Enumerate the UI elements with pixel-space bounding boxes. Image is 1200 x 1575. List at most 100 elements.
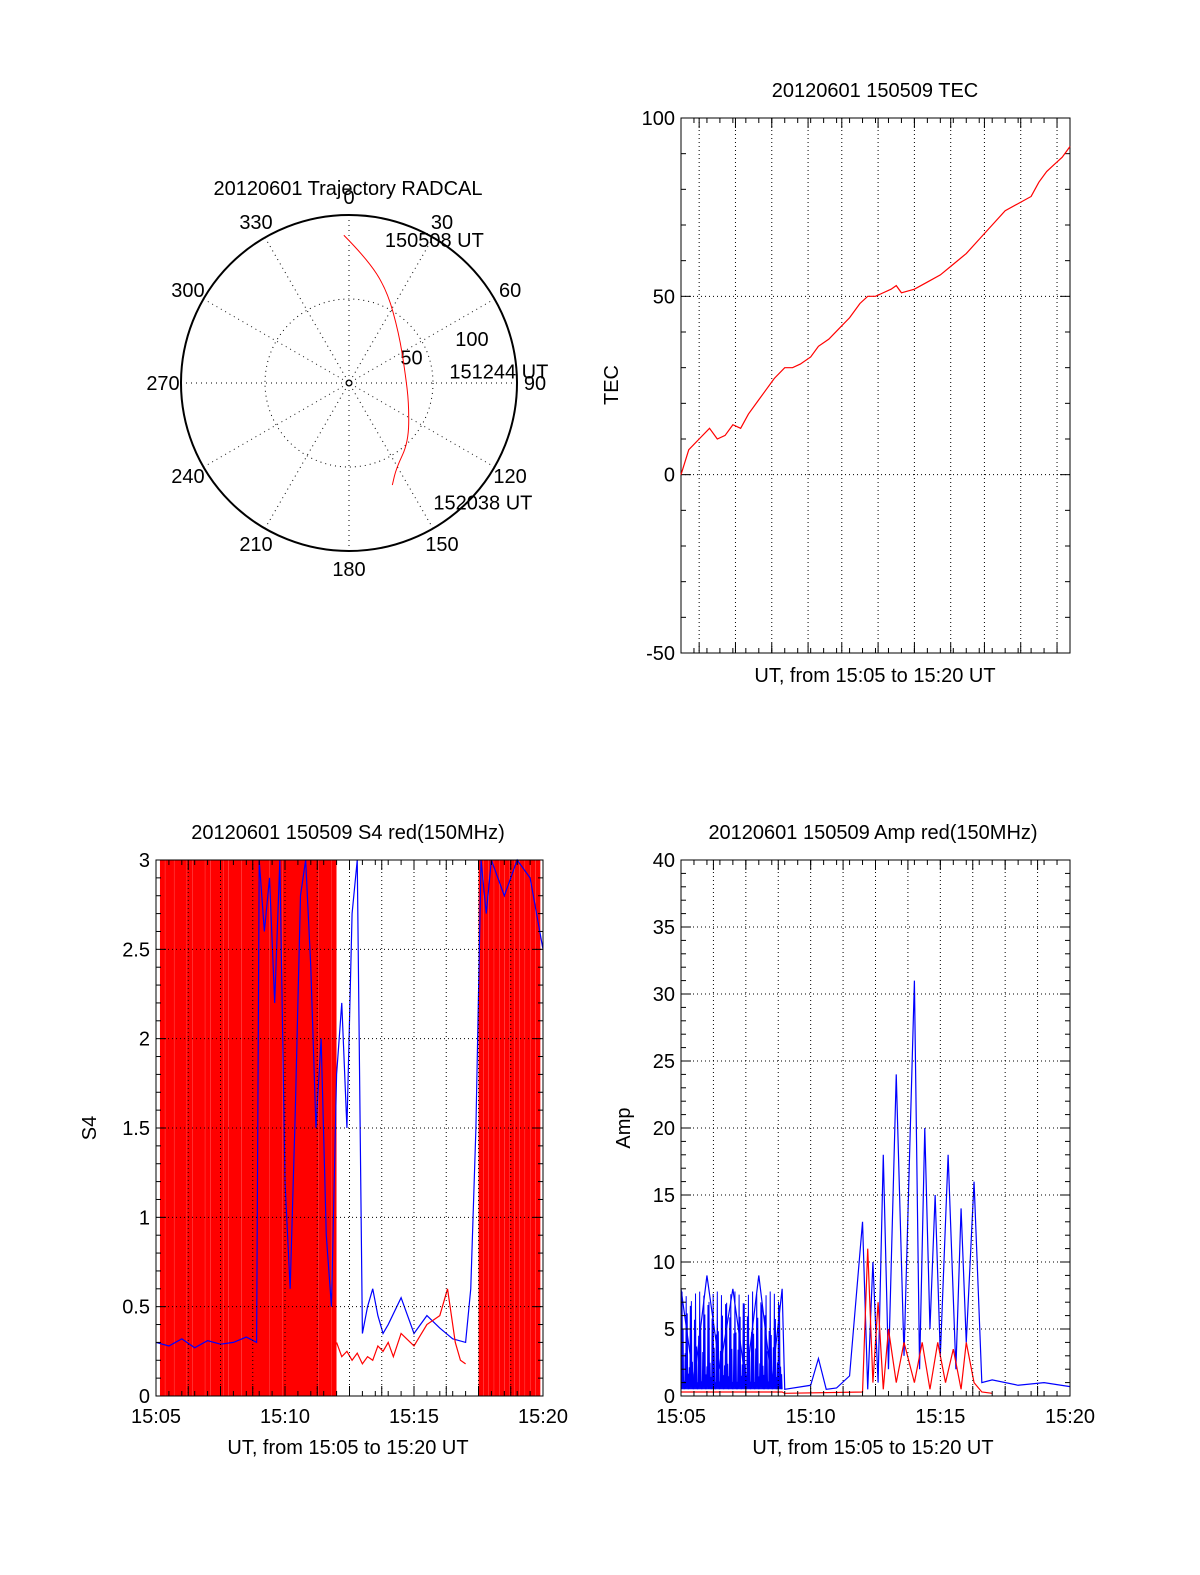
polar-angle-label: 150: [425, 534, 458, 556]
y-tick-label: 0: [664, 465, 675, 487]
amp-xlabel: UT, from 15:05 to 15:20 UT: [752, 1437, 993, 1459]
polar-radial-tick: 100: [455, 329, 488, 351]
polar-angle-label: 330: [239, 212, 272, 234]
polar-angle-label: 240: [171, 466, 204, 488]
s4-red-spike: [273, 860, 279, 1396]
y-tick-label: 40: [653, 850, 675, 872]
s4-red-spike: [252, 860, 258, 1396]
y-tick-label: 0: [664, 1386, 675, 1408]
x-tick-label: 15:15: [389, 1406, 439, 1428]
polar-angle-labels: 0 30 60 90 120 150 180 210 240 270 300 330 50 100: [146, 187, 546, 581]
amp-title: 20120601 150509 Amp red(150MHz): [708, 822, 1037, 844]
tec-line: [680, 146, 1071, 475]
s4-red-spike: [192, 860, 198, 1396]
polar-angle-label: 90: [524, 373, 546, 395]
s4-red-spike: [504, 860, 510, 1396]
y-tick-label: 3: [139, 850, 150, 872]
s4-red-spike: [187, 860, 193, 1396]
s4-red-spike: [478, 860, 484, 1396]
tec-ylabel: TEC: [601, 365, 623, 405]
amp-series: [680, 980, 1071, 1394]
s4-red-spike: [236, 860, 242, 1396]
s4-red-spike: [525, 860, 531, 1396]
s4-title: 20120601 150509 S4 red(150MHz): [191, 822, 505, 844]
y-tick-label: -50: [646, 643, 675, 665]
trajectory-polar-plot: 20120601 Trajectory RADCAL 0 30 60 90 120 150…: [146, 178, 548, 581]
polar-center: [345, 379, 353, 387]
s4-red-line: [336, 1288, 466, 1366]
y-tick-label: 35: [653, 917, 675, 939]
s4-red-spike: [248, 860, 254, 1396]
s4-red-spike: [488, 860, 494, 1396]
x-tick-label: 15:15: [915, 1406, 965, 1428]
tec-xlabel: UT, from 15:05 to 15:20 UT: [754, 665, 995, 687]
y-tick-label: 10: [653, 1252, 675, 1274]
s4-red-spike: [232, 860, 238, 1396]
s4-red-spike: [205, 860, 211, 1396]
x-tick-label: 15:20: [1045, 1406, 1095, 1428]
tec-series: [680, 146, 1071, 475]
s4-red-spike: [318, 860, 324, 1396]
s4-xlabel: UT, from 15:05 to 15:20 UT: [227, 1437, 468, 1459]
s4-red-spike: [514, 860, 520, 1396]
amp-blue-band: [680, 1291, 783, 1390]
tec-plot: 20120601 150509 TEC UT, from 15:05 to 15…: [601, 80, 1071, 687]
s4-red-spike: [165, 860, 171, 1396]
polar-angle-label: 270: [146, 373, 179, 395]
s4-red-spike: [241, 860, 247, 1396]
polar-spoke: [264, 237, 434, 529]
polar-spoke: [203, 298, 495, 468]
s4-ylabel: S4: [79, 1116, 101, 1140]
x-tick-label: 15:10: [260, 1406, 310, 1428]
x-tick-label: 15:05: [131, 1406, 181, 1428]
y-tick-label: 100: [642, 108, 675, 130]
polar-angle-label: 300: [171, 280, 204, 302]
s4-red-spike: [331, 860, 337, 1396]
s4-red-spike: [223, 860, 229, 1396]
polar-radial-tick: 50: [400, 348, 422, 370]
s4-red-spike: [264, 860, 270, 1396]
polar-grid: [180, 214, 518, 552]
y-tick-label: 5: [664, 1319, 675, 1341]
amp-plot: 20120601 150509 Amp red(150MHz) UT, from…: [613, 822, 1095, 1459]
polar-spoke: [203, 298, 495, 468]
y-tick-label: 15: [653, 1185, 675, 1207]
s4-plot: 20120601 150509 S4 red(150MHz) UT, from …: [79, 822, 568, 1459]
trajectory-annotation: 150508 UT: [385, 230, 484, 252]
amp-blue-line: [680, 980, 1071, 1390]
trajectory-annotation: 152038 UT: [433, 492, 532, 514]
y-tick-label: 1: [139, 1207, 150, 1229]
y-tick-label: 0: [139, 1386, 150, 1408]
plot-frame: [680, 117, 1071, 654]
y-tick-label: 0.5: [122, 1297, 150, 1319]
polar-angle-label: 210: [239, 534, 272, 556]
polar-angle-label: 30: [431, 212, 453, 234]
s4-red-spike: [199, 860, 205, 1396]
s4-blue-line: [155, 858, 544, 1349]
tec-axes: -50 0 50 100: [642, 108, 1071, 665]
trajectory-title: 20120601 Trajectory RADCAL: [213, 178, 482, 200]
s4-axes: 0 0.5 1 1.5 2 2.5 3 15:05 15:10 15:15 15:20: [122, 850, 568, 1428]
s4-red-spike: [256, 860, 262, 1396]
polar-angle-label: 60: [499, 280, 521, 302]
amp-axes: 0 5 10 15 20 25 30 35 40 15:05 15:10 15:15 15:20: [653, 850, 1095, 1428]
x-tick-label: 15:20: [518, 1406, 568, 1428]
s4-red-spike: [277, 860, 283, 1396]
y-tick-label: 1.5: [122, 1118, 150, 1140]
y-tick-label: 50: [653, 286, 675, 308]
polar-angle-label: 0: [343, 187, 354, 209]
y-tick-label: 2.5: [122, 939, 150, 961]
s4-red-spike: [168, 860, 174, 1396]
x-tick-label: 15:10: [786, 1406, 836, 1428]
tec-title: 20120601 150509 TEC: [772, 80, 978, 102]
polar-angle-label: 120: [493, 466, 526, 488]
s4-red-spike: [228, 860, 234, 1396]
polar-angle-label: 180: [332, 559, 365, 581]
polar-spoke: [264, 237, 434, 529]
s4-red-spike: [519, 860, 525, 1396]
y-tick-label: 25: [653, 1051, 675, 1073]
trajectory-path: [343, 234, 410, 486]
s4-red-spike: [499, 860, 505, 1396]
y-tick-label: 30: [653, 984, 675, 1006]
